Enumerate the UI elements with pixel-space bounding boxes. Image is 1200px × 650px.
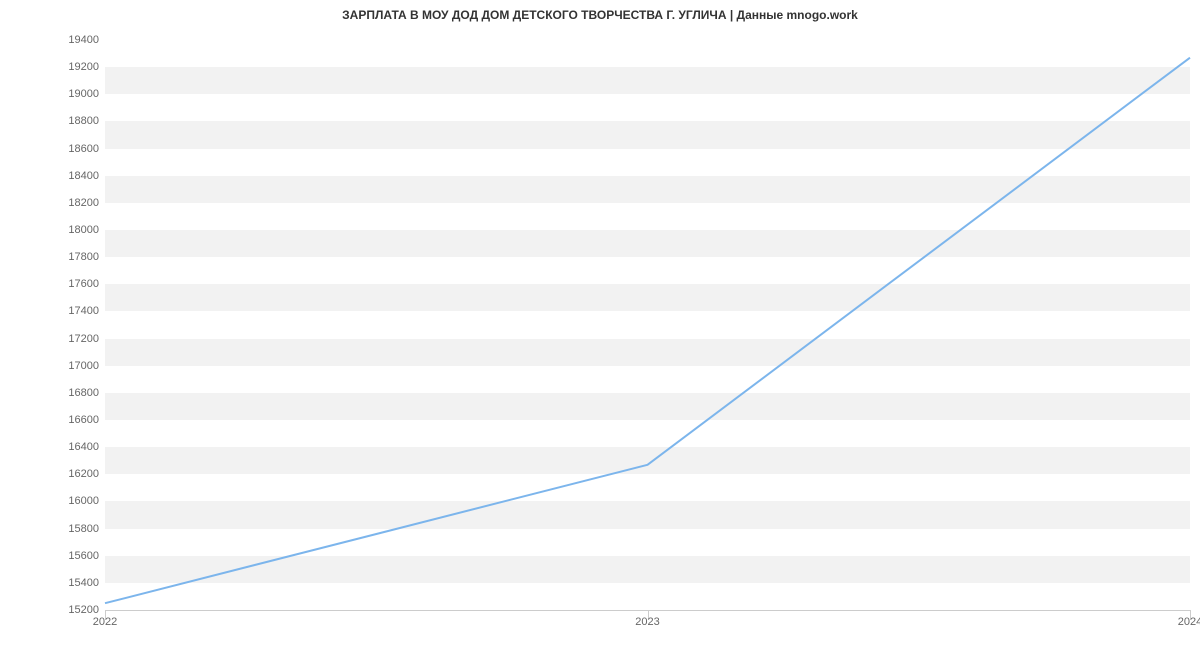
y-tick-label: 15600 (68, 550, 105, 562)
chart-title: ЗАРПЛАТА В МОУ ДОД ДОМ ДЕТСКОГО ТВОРЧЕСТ… (0, 8, 1200, 22)
y-tick-label: 16800 (68, 387, 105, 399)
y-tick-label: 17200 (68, 333, 105, 345)
y-tick-label: 19400 (68, 34, 105, 46)
y-tick-label: 19200 (68, 61, 105, 73)
plot-area: 1520015400156001580016000162001640016600… (105, 40, 1190, 610)
y-tick-label: 18800 (68, 115, 105, 127)
x-tick-label: 2022 (93, 610, 117, 628)
x-tick-label: 2023 (635, 610, 659, 628)
y-tick-label: 16200 (68, 468, 105, 480)
y-tick-label: 15400 (68, 577, 105, 589)
y-tick-label: 18200 (68, 197, 105, 209)
y-tick-label: 18000 (68, 224, 105, 236)
y-tick-label: 18400 (68, 170, 105, 182)
y-tick-label: 17600 (68, 278, 105, 290)
y-tick-label: 16400 (68, 441, 105, 453)
x-tick-label: 2024 (1178, 610, 1200, 628)
salary-chart: ЗАРПЛАТА В МОУ ДОД ДОМ ДЕТСКОГО ТВОРЧЕСТ… (0, 0, 1200, 650)
line-series (105, 40, 1190, 610)
y-tick-label: 16000 (68, 495, 105, 507)
series-line (105, 58, 1190, 604)
y-tick-label: 15800 (68, 523, 105, 535)
y-tick-label: 16600 (68, 414, 105, 426)
y-tick-label: 17000 (68, 360, 105, 372)
y-tick-label: 19000 (68, 88, 105, 100)
y-tick-label: 17800 (68, 251, 105, 263)
y-tick-label: 18600 (68, 143, 105, 155)
y-tick-label: 17400 (68, 305, 105, 317)
